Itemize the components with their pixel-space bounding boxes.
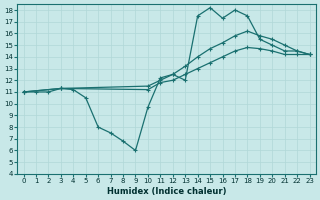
X-axis label: Humidex (Indice chaleur): Humidex (Indice chaleur)	[107, 187, 226, 196]
